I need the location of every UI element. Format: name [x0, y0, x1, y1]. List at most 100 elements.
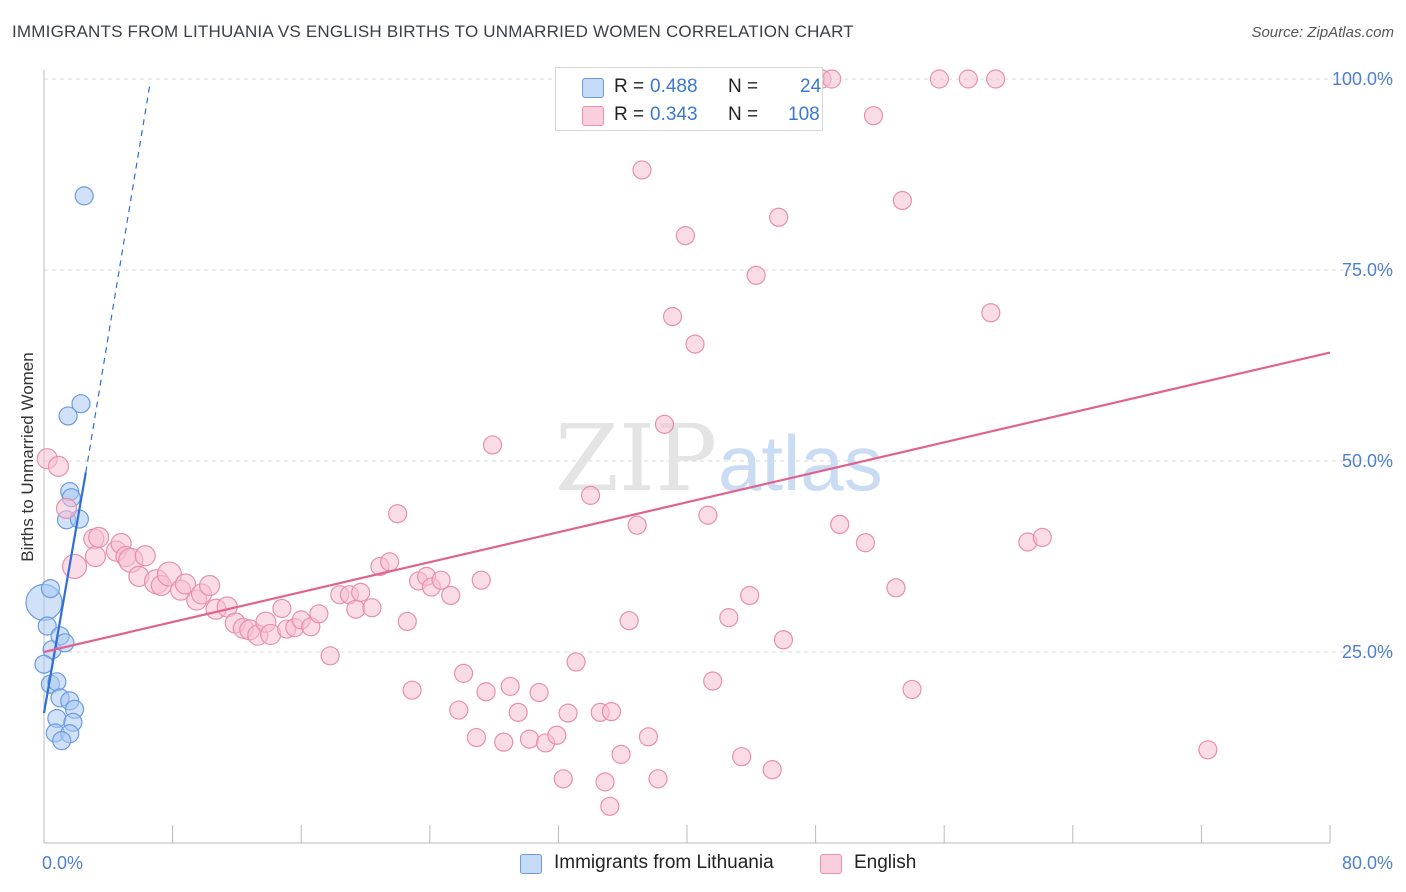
series-swatch-blue	[520, 854, 542, 874]
lithuania-point	[71, 394, 91, 414]
legend-r-label: R =	[614, 104, 645, 125]
y-tick-label: 100.0%	[1332, 69, 1393, 89]
english-point	[719, 608, 739, 628]
x-tick-label: 0.0%	[42, 853, 83, 873]
english-point	[638, 727, 659, 747]
english-point	[174, 573, 197, 595]
legend-r-label: R =	[614, 76, 645, 97]
labels-layer: 25.0% 50.0% 75.0% 100.0% 0.0% 80.0% Births to …	[18, 69, 1393, 873]
source-label: Source: ZipAtlas.com	[1251, 24, 1394, 41]
english-point	[732, 747, 752, 767]
english-point	[986, 69, 1006, 89]
y-tick-label: 25.0%	[1342, 642, 1393, 662]
english-point	[476, 682, 496, 702]
legend-n-value: 108	[788, 104, 820, 125]
english-point	[740, 585, 760, 606]
english-point	[453, 663, 474, 683]
english-point	[84, 545, 107, 568]
series-label-english: English	[854, 852, 917, 873]
x-tick-label: 80.0%	[1342, 853, 1393, 873]
legend-n-label: N =	[728, 104, 759, 125]
english-point	[627, 515, 647, 535]
lithuania-point	[40, 578, 61, 599]
english-point	[981, 303, 1001, 323]
legend-swatch-blue	[582, 78, 604, 98]
english-point	[1198, 740, 1218, 760]
lithuania-point	[52, 731, 72, 751]
english-point	[773, 630, 794, 650]
english-point	[580, 485, 601, 505]
english-point	[431, 570, 451, 590]
english-point	[553, 769, 573, 789]
lithuania-point	[74, 186, 94, 206]
english-point	[519, 729, 540, 749]
english-point	[346, 599, 366, 619]
english-point	[703, 671, 723, 691]
english-point	[675, 226, 695, 246]
chart-title: IMMIGRANTS FROM LITHUANIA VS ENGLISH BIR…	[12, 22, 854, 41]
series-label-lithuania: Immigrants from Lithuania	[554, 852, 774, 873]
english-point	[156, 561, 182, 587]
english-point	[309, 604, 329, 624]
english-point	[769, 207, 789, 227]
english-point	[402, 680, 422, 700]
english-point	[500, 676, 520, 696]
english-point	[397, 611, 417, 632]
english-point	[88, 526, 110, 549]
english-point	[595, 772, 615, 792]
legend-r-value: 0.343	[650, 104, 698, 125]
y-axis-label: Births to Unmarried Women	[18, 352, 37, 561]
english-point	[619, 611, 639, 631]
english-point	[822, 69, 842, 89]
english-point	[508, 702, 528, 722]
legend-n-label: N =	[728, 76, 759, 97]
points-layer	[25, 69, 1218, 816]
lithuania-trend-extension	[85, 82, 151, 473]
y-tick-label: 75.0%	[1342, 260, 1393, 280]
english-point	[863, 106, 884, 126]
english-point	[600, 796, 620, 816]
lithuania-point	[37, 616, 57, 636]
english-point	[648, 769, 668, 789]
english-point	[471, 570, 491, 590]
legend-swatch-pink	[582, 106, 604, 126]
legend-n-value: 24	[800, 76, 822, 97]
english-point	[929, 69, 949, 89]
english-point	[134, 545, 156, 567]
english-point	[47, 455, 70, 477]
english-point	[558, 703, 578, 723]
english-point	[388, 504, 408, 524]
english-point	[855, 533, 876, 553]
english-point	[746, 265, 766, 285]
y-tick-label: 50.0%	[1342, 451, 1393, 471]
english-point	[892, 190, 913, 211]
english-point	[449, 700, 469, 720]
english-point	[380, 552, 400, 572]
english-point	[55, 497, 78, 519]
english-point	[466, 727, 487, 748]
english-point	[601, 701, 622, 722]
english-point	[886, 578, 906, 598]
legend-r-value: 0.488	[650, 76, 698, 97]
english-point	[685, 334, 705, 354]
english-point	[698, 505, 718, 525]
lithuania-trend-line	[42, 472, 87, 714]
english-point	[762, 760, 782, 780]
watermark-zip: ZIP	[555, 405, 717, 512]
english-trend-line	[43, 351, 1331, 654]
trend-layer	[42, 82, 1331, 714]
english-point	[494, 732, 514, 752]
english-point	[902, 679, 922, 700]
lithuania-point	[58, 406, 78, 426]
english-point	[441, 585, 461, 606]
english-point	[958, 69, 978, 89]
english-point	[272, 598, 292, 619]
english-point	[611, 744, 631, 764]
english-point	[482, 435, 503, 455]
english-point	[320, 646, 340, 666]
english-point	[529, 682, 549, 703]
english-point	[1032, 527, 1052, 548]
grid-layer	[44, 78, 1392, 653]
english-point	[61, 553, 88, 580]
